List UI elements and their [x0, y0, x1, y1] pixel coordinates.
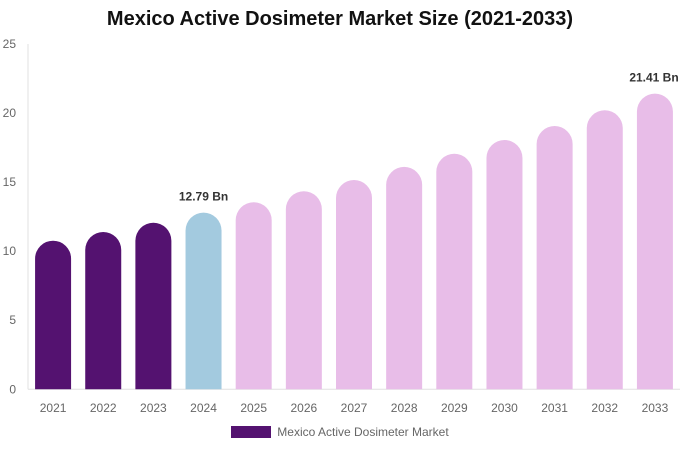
x-tick-label: 2029: [441, 401, 468, 415]
bar-2031: [536, 126, 573, 390]
y-tick-label: 20: [3, 106, 17, 120]
y-tick-label: 0: [9, 382, 16, 396]
bar-2021: [35, 240, 72, 390]
data-label: 21.41 Bn: [629, 71, 678, 85]
x-tick-label: 2028: [391, 401, 418, 415]
legend-label: Mexico Active Dosimeter Market: [277, 425, 449, 439]
x-tick-label: 2023: [140, 401, 167, 415]
x-tick-label: 2030: [491, 401, 518, 415]
bar-2027: [336, 180, 372, 390]
x-tick-label: 2021: [40, 401, 67, 415]
x-tick-label: 2031: [541, 401, 568, 415]
x-tick-label: 2026: [290, 401, 317, 415]
x-tick-label: 2025: [240, 401, 267, 415]
bar-2030: [486, 139, 523, 390]
y-tick-label: 15: [3, 175, 17, 189]
bar-2033: [636, 93, 673, 390]
bar-2032: [586, 110, 623, 390]
x-tick-label: 2027: [341, 401, 368, 415]
legend: Mexico Active Dosimeter Market: [0, 425, 680, 439]
y-tick-label: 25: [3, 37, 17, 51]
bar-2024: [185, 212, 222, 390]
bar-2029: [436, 153, 473, 390]
y-tick-label: 5: [9, 313, 16, 327]
bar-2028: [386, 166, 423, 390]
bar-2026: [285, 191, 322, 390]
x-tick-label: 2024: [190, 401, 217, 415]
x-tick-label: 2022: [90, 401, 117, 415]
x-tick-label: 2033: [642, 401, 669, 415]
y-tick-label: 10: [3, 244, 17, 258]
chart-title: Mexico Active Dosimeter Market Size (202…: [106, 8, 574, 30]
bar-2023: [135, 222, 172, 390]
x-tick-label: 2032: [591, 401, 618, 415]
data-label: 12.79 Bn: [179, 190, 228, 204]
legend-swatch: [231, 426, 272, 438]
bar-2025: [235, 202, 272, 390]
bar-2022: [85, 231, 122, 390]
